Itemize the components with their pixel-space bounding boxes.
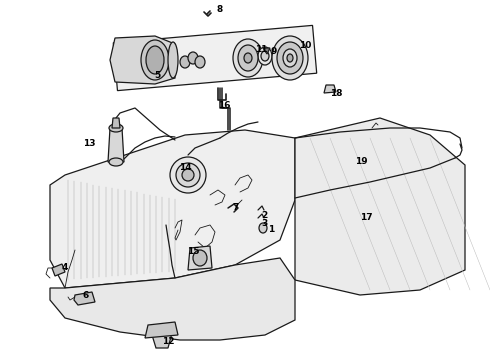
Ellipse shape: [261, 51, 269, 61]
Polygon shape: [188, 246, 212, 270]
Polygon shape: [110, 36, 175, 84]
Text: 9: 9: [270, 48, 276, 57]
Ellipse shape: [168, 42, 178, 78]
Polygon shape: [50, 130, 295, 288]
Ellipse shape: [238, 45, 258, 71]
Text: 17: 17: [360, 213, 372, 222]
Text: 11: 11: [255, 45, 268, 54]
Text: 7: 7: [232, 202, 238, 211]
Text: 18: 18: [330, 89, 343, 98]
Ellipse shape: [176, 163, 200, 187]
Polygon shape: [52, 264, 65, 276]
Polygon shape: [113, 25, 317, 91]
Text: 5: 5: [154, 71, 160, 80]
Polygon shape: [295, 118, 465, 295]
Polygon shape: [152, 333, 172, 348]
Text: 2: 2: [261, 211, 267, 220]
Text: 19: 19: [355, 158, 368, 166]
Text: 6: 6: [82, 291, 88, 300]
Ellipse shape: [272, 36, 308, 80]
Ellipse shape: [287, 54, 293, 62]
Polygon shape: [145, 322, 178, 338]
Text: 12: 12: [162, 338, 174, 346]
Text: 3: 3: [261, 219, 267, 228]
Polygon shape: [74, 292, 95, 305]
Ellipse shape: [141, 40, 169, 80]
Ellipse shape: [277, 42, 303, 74]
Ellipse shape: [109, 124, 123, 132]
Polygon shape: [50, 258, 295, 340]
Ellipse shape: [146, 46, 164, 74]
Polygon shape: [112, 118, 120, 128]
Polygon shape: [108, 128, 124, 162]
Text: 14: 14: [179, 163, 192, 172]
Polygon shape: [324, 85, 336, 93]
Text: 10: 10: [299, 40, 311, 49]
Ellipse shape: [259, 223, 267, 233]
Text: 8: 8: [216, 5, 222, 14]
Ellipse shape: [188, 52, 198, 64]
Text: 13: 13: [83, 139, 96, 148]
Ellipse shape: [233, 39, 263, 77]
Text: 4: 4: [62, 264, 69, 273]
Ellipse shape: [195, 56, 205, 68]
Text: 15: 15: [187, 248, 199, 256]
Ellipse shape: [283, 49, 297, 67]
Ellipse shape: [258, 47, 272, 65]
Ellipse shape: [180, 56, 190, 68]
Ellipse shape: [109, 158, 123, 166]
Ellipse shape: [170, 157, 206, 193]
Text: 16: 16: [218, 100, 230, 109]
Text: 1: 1: [268, 225, 274, 234]
Ellipse shape: [182, 169, 194, 181]
Ellipse shape: [244, 53, 252, 63]
Ellipse shape: [193, 250, 207, 266]
Polygon shape: [263, 48, 270, 54]
